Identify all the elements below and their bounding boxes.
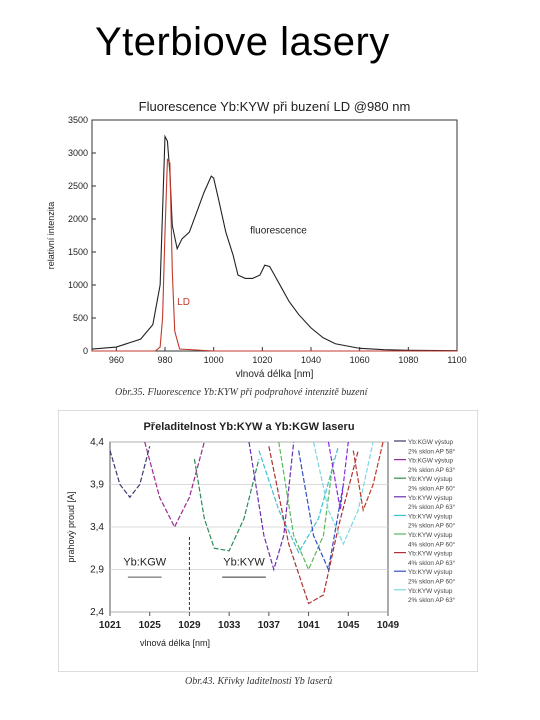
series-line-8 [298, 450, 344, 572]
x-tick-label: 1060 [350, 355, 370, 365]
y-tick-label: 1500 [68, 247, 88, 257]
annotation-yb-kyw: Yb:KYW [223, 556, 265, 568]
legend-entry: Yb:KYW výstup [408, 551, 453, 558]
legend-entry: 2% sklon AP 63° [408, 466, 456, 474]
y-tick-label: 3000 [68, 148, 88, 158]
y-tick-label: 3,9 [90, 480, 104, 491]
legend-entry: 2% sklon AP 58° [408, 447, 456, 455]
series-line-2 [144, 441, 205, 529]
figure-caption-2: Obr.43. Křivky laditelnosti Yb laserů [185, 676, 333, 687]
series-line-6 [278, 441, 334, 571]
y-axis-label: prahový proud [A] [66, 491, 76, 562]
legend-entry: 2% sklon AP 63° [408, 503, 456, 511]
y-tick-label: 0 [83, 346, 88, 356]
y-axis-label: relativní intenzita [46, 202, 56, 270]
x-tick-label: 1041 [297, 620, 320, 631]
x-axis-label: vlnová délka [nm] [140, 638, 210, 648]
y-tick-label: 3500 [68, 115, 88, 125]
series-line-ld [92, 157, 457, 352]
legend-entry: Yb:KGW výstup [408, 439, 454, 446]
x-tick-label: 1020 [252, 355, 272, 365]
series-line-5 [258, 446, 339, 554]
y-tick-label: 2500 [68, 181, 88, 191]
series-line-4 [248, 441, 295, 572]
legend-entry: Yb:KGW výstup [408, 458, 454, 465]
series-line-10 [327, 441, 349, 511]
legend-entry: 2% sklon AP 63° [408, 596, 456, 604]
annotation-yb-kgw: Yb:KGW [123, 556, 166, 568]
x-tick-label: 1040 [301, 355, 321, 365]
legend-entry: Yb:KYW výstup [408, 495, 453, 502]
x-tick-label: 1025 [139, 620, 162, 631]
x-tick-label: 1033 [218, 620, 241, 631]
series-line-7 [268, 446, 359, 605]
legend-entry: Yb:KYW výstup [408, 513, 453, 520]
x-tick-label: 1080 [398, 355, 418, 365]
series-line-11 [352, 441, 384, 513]
y-tick-label: 1000 [68, 280, 88, 290]
x-axis-label: vlnová délka [nm] [236, 369, 314, 380]
x-tick-label: 1021 [99, 620, 122, 631]
annotation-ld: LD [177, 297, 190, 308]
y-tick-label: 4,4 [90, 437, 104, 448]
legend-entry: Yb:KYW výstup [408, 532, 453, 539]
legend-entry: 4% sklon AP 60° [408, 540, 456, 548]
series-line-3 [193, 458, 260, 552]
y-tick-label: 2000 [68, 214, 88, 224]
page-title: Yterbiove lasery [95, 20, 390, 64]
x-tick-label: 1029 [178, 620, 201, 631]
x-tick-label: 960 [109, 355, 124, 365]
legend-entry: 2% sklon AP 60° [408, 578, 456, 586]
x-tick-label: 1045 [337, 620, 360, 631]
y-tick-label: 2,9 [90, 565, 104, 576]
legend-entry: 4% sklon AP 63° [408, 559, 456, 567]
series-line-1 [109, 446, 151, 499]
series-line-fluorescence [91, 134, 458, 352]
x-tick-label: 1037 [258, 620, 281, 631]
x-tick-label: 1100 [447, 355, 466, 365]
figure-caption-1: Obr.35. Fluorescence Yb:KYW při podpraho… [115, 387, 368, 398]
x-tick-label: 980 [157, 355, 172, 365]
chart-title: Fluorescence Yb:KYW při buzení LD @980 n… [139, 99, 411, 114]
annotation-fluorescence: fluorescence [250, 226, 307, 237]
tunability-chart: Přeladitelnost Yb:KYW a Yb:KGW laseru 2,4… [58, 410, 478, 672]
legend-entry: Yb:KYW výstup [408, 588, 453, 595]
legend-entry: Yb:KYW výstup [408, 476, 453, 483]
chart-title: Přeladitelnost Yb:KYW a Yb:KGW laseru [143, 421, 354, 433]
y-tick-label: 2,4 [90, 607, 104, 618]
x-tick-label: 1000 [204, 355, 224, 365]
y-tick-label: 500 [73, 313, 88, 323]
y-tick-label: 3,4 [90, 522, 104, 533]
fluorescence-chart: Fluorescence Yb:KYW při buzení LD @980 n… [46, 99, 467, 380]
legend-entry: Yb:KYW výstup [408, 569, 453, 576]
legend-entry: 2% sklon AP 60° [408, 485, 456, 493]
series-line-9 [312, 441, 374, 546]
x-tick-label: 1049 [377, 620, 400, 631]
legend-entry: 2% sklon AP 60° [408, 522, 456, 530]
